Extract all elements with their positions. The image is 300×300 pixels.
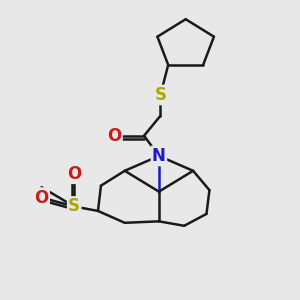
Text: O: O <box>67 165 81 183</box>
Text: S: S <box>154 86 166 104</box>
Text: O: O <box>34 189 49 207</box>
Text: N: N <box>152 147 166 165</box>
Text: S: S <box>68 197 80 215</box>
Text: O: O <box>107 127 122 145</box>
